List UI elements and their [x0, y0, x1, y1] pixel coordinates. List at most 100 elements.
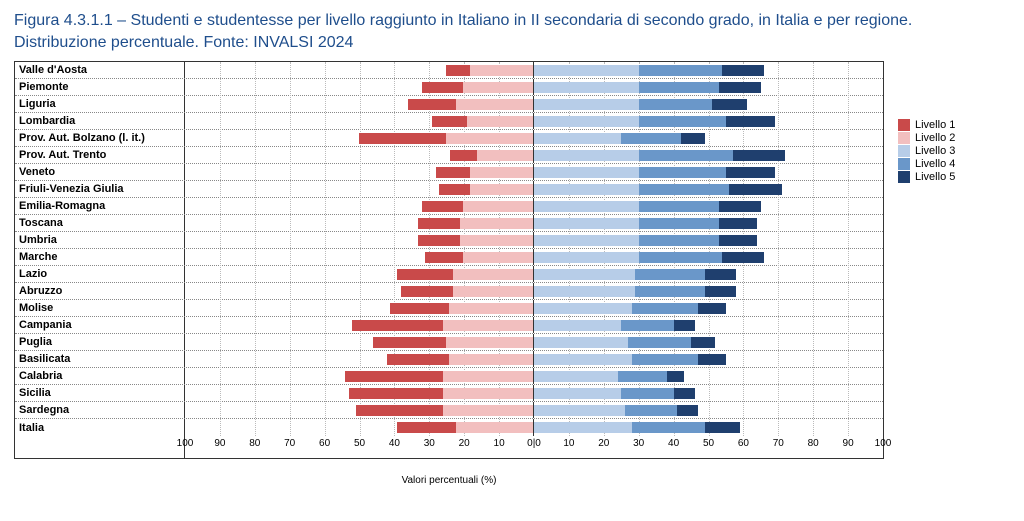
- bar-segment-l1: [446, 65, 470, 76]
- bar-segment-l5: [691, 337, 715, 348]
- x-tick: 80: [249, 438, 260, 449]
- bar-group: [185, 402, 883, 418]
- bar-segment-l3: [534, 286, 635, 297]
- bar-segment-l3: [534, 82, 639, 93]
- legend-item: Livello 2: [898, 132, 955, 144]
- bar-segment-l5: [729, 184, 781, 195]
- region-label: Prov. Aut. Bolzano (l. it.): [15, 130, 185, 146]
- bar-group: [185, 419, 883, 436]
- bar-group: [185, 283, 883, 299]
- bar-segment-l1: [439, 184, 470, 195]
- table-row: Toscana: [15, 215, 883, 232]
- region-label: Toscana: [15, 215, 185, 231]
- bar-group: [185, 181, 883, 197]
- table-row: Sicilia: [15, 385, 883, 402]
- bar-segment-l3: [534, 320, 621, 331]
- bar-segment-l2: [456, 422, 533, 433]
- legend-swatch: [898, 158, 910, 170]
- bar-segment-l2: [446, 337, 533, 348]
- region-label: Valle d'Aosta: [15, 62, 185, 78]
- bar-segment-l2: [446, 133, 533, 144]
- bar-segment-l2: [463, 82, 533, 93]
- bar-segment-l4: [639, 116, 726, 127]
- bar-group: [185, 334, 883, 350]
- x-tick: 10: [563, 438, 574, 449]
- region-label: Basilicata: [15, 351, 185, 367]
- bar-segment-l1: [345, 371, 442, 382]
- bar-segment-l5: [705, 269, 736, 280]
- region-label: Emilia-Romagna: [15, 198, 185, 214]
- table-row: Piemonte: [15, 79, 883, 96]
- table-row: Marche: [15, 249, 883, 266]
- x-tick: 40: [668, 438, 679, 449]
- bar-segment-l3: [534, 201, 639, 212]
- bar-segment-l4: [621, 388, 673, 399]
- x-axis: 1009080706050403020100|01020304050607080…: [15, 436, 883, 458]
- table-row: Sardegna: [15, 402, 883, 419]
- bar-segment-l3: [534, 65, 639, 76]
- region-label: Puglia: [15, 334, 185, 350]
- table-row: Italia: [15, 419, 883, 436]
- bar-segment-l3: [534, 269, 635, 280]
- bar-segment-l1: [356, 405, 443, 416]
- legend-item: Livello 1: [898, 119, 955, 131]
- bar-segment-l4: [639, 150, 733, 161]
- bar-segment-l3: [534, 337, 628, 348]
- bar-segment-l2: [460, 218, 533, 229]
- bar-segment-l2: [443, 405, 533, 416]
- chart-title: Figura 4.3.1.1 – Studenti e studentesse …: [14, 10, 1004, 53]
- bar-segment-l1: [450, 150, 478, 161]
- table-row: Veneto: [15, 164, 883, 181]
- bar-segment-l2: [463, 201, 533, 212]
- bar-group: [185, 300, 883, 316]
- region-label: Umbria: [15, 232, 185, 248]
- bar-segment-l4: [632, 303, 698, 314]
- table-row: Umbria: [15, 232, 883, 249]
- region-label: Italia: [15, 419, 185, 436]
- bar-segment-l2: [460, 235, 533, 246]
- legend-label: Livello 1: [915, 119, 955, 131]
- region-label: Liguria: [15, 96, 185, 112]
- x-tick: 70: [773, 438, 784, 449]
- bar-segment-l1: [352, 320, 442, 331]
- axis-ticks: 1009080706050403020100|01020304050607080…: [185, 436, 883, 458]
- bar-segment-l5: [719, 201, 761, 212]
- bar-segment-l1: [436, 167, 471, 178]
- bar-segment-l2: [449, 303, 533, 314]
- table-row: Lazio: [15, 266, 883, 283]
- bar-segment-l4: [639, 167, 726, 178]
- bar-segment-l5: [722, 252, 764, 263]
- bar-segment-l1: [418, 218, 460, 229]
- bar-segment-l5: [677, 405, 698, 416]
- region-label: Marche: [15, 249, 185, 265]
- bar-segment-l3: [534, 184, 639, 195]
- bar-segment-l5: [726, 167, 775, 178]
- bar-segment-l4: [635, 286, 705, 297]
- legend-label: Livello 2: [915, 132, 955, 144]
- table-row: Liguria: [15, 96, 883, 113]
- region-label: Prov. Aut. Trento: [15, 147, 185, 163]
- bar-group: [185, 351, 883, 367]
- x-tick: 70: [284, 438, 295, 449]
- bar-segment-l3: [534, 218, 639, 229]
- bar-segment-l3: [534, 354, 632, 365]
- region-label: Friuli-Venezia Giulia: [15, 181, 185, 197]
- bar-segment-l5: [719, 235, 757, 246]
- region-label: Sicilia: [15, 385, 185, 401]
- bar-segment-l1: [425, 252, 463, 263]
- x-tick: 100: [875, 438, 892, 449]
- bar-segment-l4: [639, 201, 719, 212]
- bar-group: [185, 266, 883, 282]
- table-row: Molise: [15, 300, 883, 317]
- x-tick: 100: [177, 438, 194, 449]
- legend-label: Livello 3: [915, 145, 955, 157]
- bar-segment-l2: [470, 184, 533, 195]
- x-tick: 10: [494, 438, 505, 449]
- bar-group: [185, 130, 883, 146]
- x-tick: 50: [354, 438, 365, 449]
- bar-segment-l4: [618, 371, 667, 382]
- bar-segment-l5: [698, 354, 726, 365]
- table-row: Puglia: [15, 334, 883, 351]
- table-row: Friuli-Venezia Giulia: [15, 181, 883, 198]
- bar-segment-l1: [359, 133, 446, 144]
